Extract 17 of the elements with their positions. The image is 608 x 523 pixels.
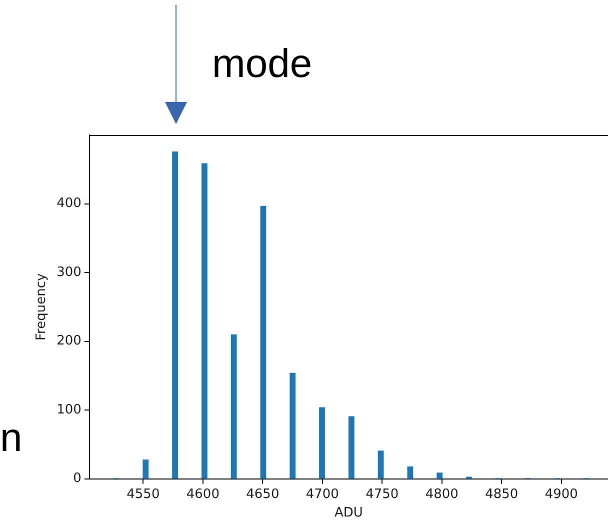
y-tick-label: 300: [56, 264, 82, 280]
x-tick-label: 4600: [186, 486, 220, 502]
text: mode: [212, 42, 312, 86]
y-axis-title: Frequency: [34, 273, 50, 340]
x-tick-label: 4550: [126, 486, 160, 502]
y-tick-label: 0: [73, 471, 82, 486]
y-tick-label: 200: [56, 334, 82, 349]
x-tick-label: 4900: [544, 486, 578, 502]
x-tick-label: 4700: [306, 486, 339, 502]
x-tick-label: 4750: [366, 486, 399, 502]
x-tick-label: 4800: [425, 486, 458, 502]
x-tick-label: 4650: [246, 486, 280, 502]
x-axis-title: ADU: [334, 506, 363, 521]
y-tick-label: 100: [56, 402, 82, 418]
y-tick-label: 400: [56, 196, 82, 212]
x-tick-label: 4850: [485, 486, 518, 502]
text: n: [0, 416, 22, 460]
